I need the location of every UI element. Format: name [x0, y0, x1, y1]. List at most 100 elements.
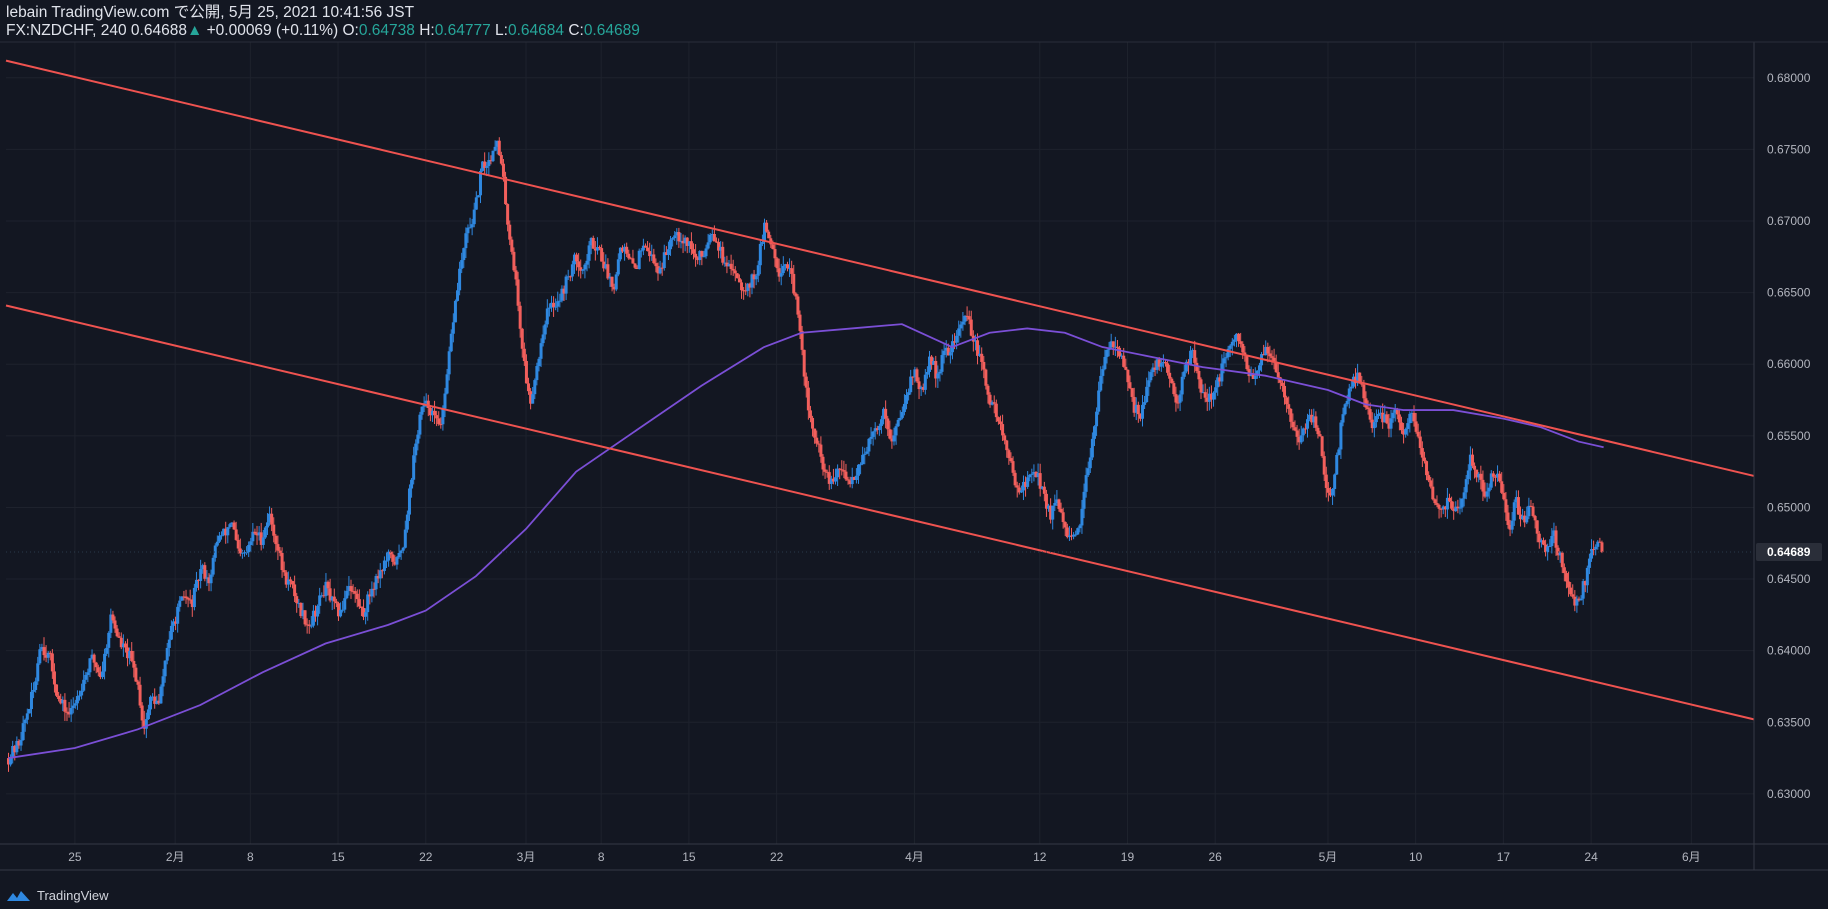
- candle-body: [1558, 552, 1562, 556]
- x-tick-label: 6月: [1682, 850, 1701, 864]
- candle-body: [63, 699, 67, 712]
- candle-body: [1402, 430, 1406, 435]
- candle-body: [1186, 361, 1190, 365]
- candle-body: [493, 146, 497, 151]
- candle-body: [1320, 436, 1324, 457]
- candle-body: [1514, 497, 1518, 503]
- candle-body: [1312, 416, 1316, 423]
- candle-body: [585, 260, 589, 265]
- candle-body: [940, 355, 944, 372]
- brand-label: TradingView: [37, 888, 109, 903]
- candle-body: [1349, 386, 1353, 389]
- candle-body: [395, 557, 399, 565]
- candle-body: [161, 676, 165, 687]
- candle-body: [1174, 394, 1178, 403]
- publish-line: lebain TradingView.com で公開, 5月 25, 2021 …: [6, 4, 415, 21]
- x-tick-label: 4月: [905, 850, 924, 864]
- candle-body: [1061, 512, 1065, 523]
- candle-body: [650, 254, 654, 257]
- candle-body: [1458, 507, 1462, 509]
- candle-body: [46, 652, 50, 658]
- candle-body: [948, 352, 952, 356]
- candle-body: [82, 679, 86, 691]
- candle-body: [57, 695, 61, 700]
- candle-body: [178, 600, 182, 607]
- last-price-value: 0.64688: [130, 22, 187, 39]
- candle-body: [1339, 422, 1343, 450]
- candle-body: [813, 428, 817, 438]
- y-tick-label: 0.65500: [1767, 429, 1811, 443]
- candle-body: [1437, 504, 1441, 509]
- candle-body: [996, 417, 1000, 422]
- candle-body: [416, 434, 420, 444]
- candle-body: [169, 625, 173, 640]
- candle-body: [898, 417, 902, 420]
- candle-body: [1266, 346, 1270, 354]
- candle-body: [1076, 528, 1080, 535]
- candle-body: [1032, 472, 1036, 474]
- candle-body: [846, 479, 850, 481]
- candle-body: [368, 594, 372, 597]
- candle-body: [190, 599, 194, 608]
- candle-body: [1095, 411, 1099, 427]
- candle-body: [1051, 505, 1055, 520]
- candle-body: [1191, 350, 1195, 352]
- chart-legend: lebain TradingView.com で公開, 5月 25, 2021 …: [6, 4, 1106, 40]
- candle-body: [253, 531, 257, 534]
- candle-body: [819, 444, 823, 457]
- open-value: 0.64738: [358, 22, 415, 39]
- candle-body: [387, 551, 391, 561]
- candle-body: [1134, 404, 1138, 413]
- candle-body: [165, 647, 169, 661]
- candle-body: [1205, 397, 1209, 402]
- candle-body: [86, 672, 90, 675]
- candle-body: [163, 660, 167, 677]
- candle-body: [1128, 382, 1132, 389]
- candle-body: [1182, 371, 1186, 377]
- candle-body: [913, 369, 917, 378]
- candle-body: [1479, 473, 1483, 480]
- candle-body: [1477, 473, 1481, 478]
- candle-body: [836, 468, 840, 478]
- candle-body: [717, 241, 721, 251]
- y-tick-label: 0.66500: [1767, 286, 1811, 300]
- candle-body: [639, 250, 643, 252]
- candle-body: [873, 428, 877, 432]
- candle-body: [1178, 394, 1182, 403]
- candle-body: [1228, 345, 1232, 349]
- candle-body: [265, 522, 269, 528]
- candle-body: [1418, 436, 1422, 449]
- candle-body: [522, 348, 526, 362]
- candle-body: [1057, 499, 1061, 509]
- candle-body: [1297, 436, 1301, 443]
- candle-body: [896, 419, 900, 427]
- candle-body: [754, 275, 758, 280]
- candle-body: [1197, 371, 1201, 380]
- candle-body: [71, 705, 75, 709]
- candle-body: [1573, 596, 1577, 606]
- candle-body: [1356, 372, 1360, 384]
- channel-lower-line: [5, 304, 1755, 721]
- candle-body: [831, 478, 835, 482]
- candle-body: [512, 251, 516, 271]
- candle-body: [925, 371, 929, 375]
- candle-body: [255, 533, 259, 536]
- moving-average-line: [8, 323, 1604, 759]
- candle-body: [100, 671, 104, 678]
- candle-body: [1103, 356, 1107, 370]
- candle-body: [297, 602, 301, 604]
- candle-body: [859, 464, 863, 466]
- candle-body: [284, 572, 288, 585]
- candle-body: [211, 557, 215, 575]
- candle-body: [1381, 412, 1385, 423]
- tradingview-footer[interactable]: TradingView: [6, 888, 109, 903]
- candle-body: [1360, 383, 1364, 385]
- candle-body: [113, 620, 117, 629]
- candle-body: [42, 647, 46, 656]
- candle-body: [55, 684, 59, 696]
- candle-body: [215, 541, 219, 546]
- candle-body: [706, 242, 710, 249]
- channel-upper-line: [5, 59, 1755, 477]
- candle-body: [359, 606, 363, 609]
